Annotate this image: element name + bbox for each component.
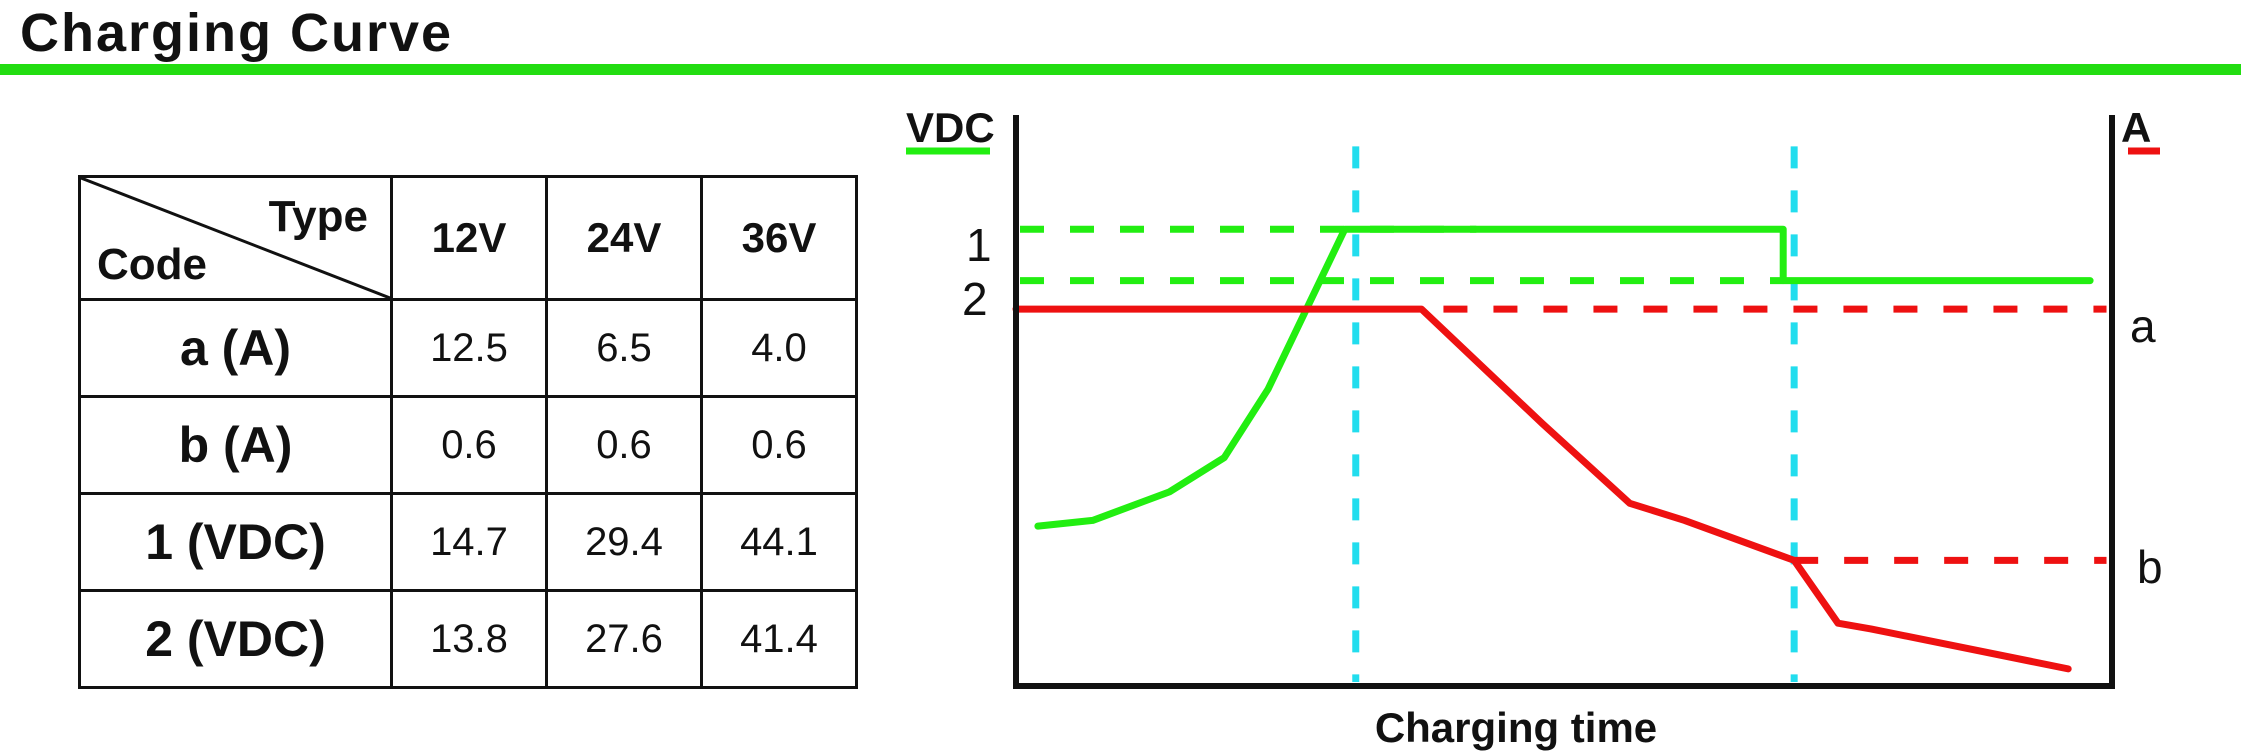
table-cell: 27.6 bbox=[545, 589, 703, 689]
row-label: b (A) bbox=[78, 395, 393, 495]
table-cell: 13.8 bbox=[390, 589, 548, 689]
table-row: 2 (VDC) 13.8 27.6 41.4 bbox=[78, 589, 858, 689]
left-tick-label: 2 bbox=[962, 273, 988, 325]
table-cell: 12.5 bbox=[390, 298, 548, 398]
spec-table: Type Code 12V 24V 36V a (A) 12.5 6.5 4.0… bbox=[78, 175, 858, 689]
table-cell: 0.6 bbox=[545, 395, 703, 495]
column-header-12v: 12V bbox=[390, 175, 548, 301]
right-tick-label: b bbox=[2137, 541, 2163, 593]
x-axis-label: Charging time bbox=[1375, 704, 1657, 751]
corner-code-label: Code bbox=[97, 240, 207, 289]
table-cell: 41.4 bbox=[700, 589, 858, 689]
table-cell: 6.5 bbox=[545, 298, 703, 398]
corner-diagonal bbox=[81, 178, 390, 298]
table-cell: 29.4 bbox=[545, 492, 703, 592]
table-cell: 4.0 bbox=[700, 298, 858, 398]
column-header-36v: 36V bbox=[700, 175, 858, 301]
right-tick-label: a bbox=[2130, 300, 2156, 352]
left-axis-label: VDC bbox=[906, 104, 995, 151]
table-corner-cell: Type Code bbox=[78, 175, 393, 301]
title-divider bbox=[0, 64, 2241, 75]
voltage-series-line bbox=[1034, 225, 2094, 530]
table-cell: 0.6 bbox=[700, 395, 858, 495]
column-header-24v: 24V bbox=[545, 175, 703, 301]
right-axis-label: A bbox=[2121, 104, 2151, 151]
corner-type-label: Type bbox=[268, 192, 368, 241]
row-label: 1 (VDC) bbox=[78, 492, 393, 592]
table-row: a (A) 12.5 6.5 4.0 bbox=[78, 298, 858, 398]
current-series-line bbox=[1012, 305, 2072, 673]
table-cell: 0.6 bbox=[390, 395, 548, 495]
row-label: a (A) bbox=[78, 298, 393, 398]
table-cell: 44.1 bbox=[700, 492, 858, 592]
table-header-row: Type Code 12V 24V 36V bbox=[78, 175, 858, 301]
page-title: Charging Curve bbox=[20, 3, 454, 63]
left-tick-label: 1 bbox=[966, 219, 992, 271]
row-label: 2 (VDC) bbox=[78, 589, 393, 689]
table-cell: 14.7 bbox=[390, 492, 548, 592]
table-row: b (A) 0.6 0.6 0.6 bbox=[78, 395, 858, 495]
table-row: 1 (VDC) 14.7 29.4 44.1 bbox=[78, 492, 858, 592]
